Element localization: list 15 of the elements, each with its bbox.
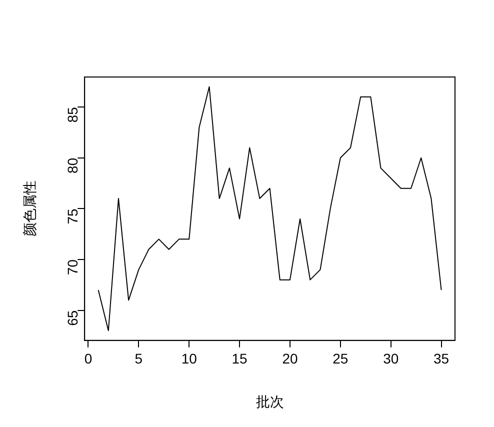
y-tick-label: 80	[64, 158, 80, 174]
x-tick-label: 0	[84, 350, 92, 367]
y-axis-title: 颜色属性	[21, 180, 38, 237]
x-tick-label: 15	[232, 350, 248, 367]
y-tick-label: 65	[64, 310, 80, 326]
x-tick-label: 30	[383, 350, 399, 367]
y-tick-label: 85	[64, 106, 80, 123]
y-tick-label: 70	[64, 259, 80, 276]
x-tick-label: 10	[181, 350, 198, 367]
x-tick-label: 25	[332, 350, 348, 367]
x-tick-label: 5	[134, 350, 143, 367]
x-axis-title: 批次	[256, 393, 284, 410]
y-tick-label: 75	[64, 208, 80, 224]
x-tick-label: 35	[433, 350, 450, 367]
x-tick-label: 20	[282, 350, 298, 367]
